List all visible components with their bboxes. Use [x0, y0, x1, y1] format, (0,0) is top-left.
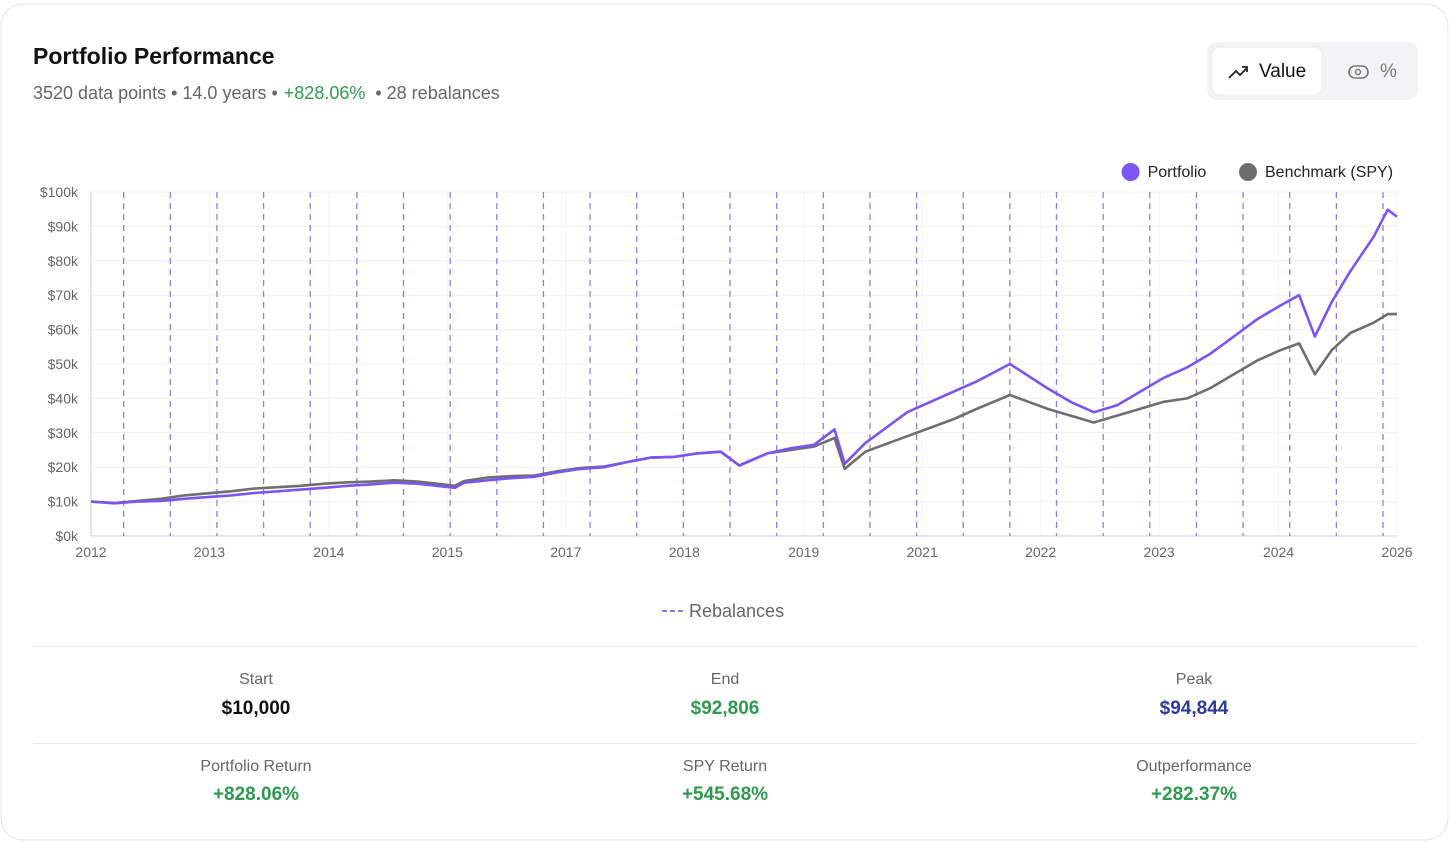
card-title: Portfolio Performance	[33, 43, 275, 69]
x-tick-label: 2019	[788, 544, 819, 560]
legend-dot	[1239, 163, 1257, 181]
x-tick-label: 2017	[550, 544, 581, 560]
x-tick-label: 2013	[194, 544, 225, 560]
y-tick-label: $30k	[48, 425, 79, 441]
x-tick-label: 2023	[1144, 544, 1175, 560]
stat-label: Start	[239, 671, 273, 688]
stat-value: +545.68%	[682, 784, 768, 805]
toggle-value-label[interactable]: Value	[1259, 61, 1306, 82]
x-tick-label: 2021	[907, 544, 938, 560]
x-tick-label: 2014	[313, 544, 344, 560]
x-tick-label: 2012	[75, 544, 106, 560]
y-tick-label: $10k	[48, 494, 79, 510]
toggle-value[interactable]: Value	[1211, 46, 1323, 96]
toggle-percent-label[interactable]: %	[1380, 61, 1397, 82]
y-tick-label: $70k	[48, 287, 79, 303]
trend-icon	[1228, 66, 1248, 79]
x-tick-label: 2015	[432, 544, 463, 560]
stat-value: +828.06%	[213, 784, 299, 805]
stat-label: Outperformance	[1136, 758, 1252, 775]
subtitle-info: 3520 data points • 14.0 years •	[33, 83, 278, 103]
y-tick-label: $50k	[48, 356, 79, 372]
legend-label: Portfolio	[1148, 164, 1207, 181]
legend-label: Benchmark (SPY)	[1265, 164, 1393, 181]
card-subtitle: 3520 data points • 14.0 years • +828.06% •…	[33, 83, 500, 103]
stat-value: $92,806	[691, 698, 760, 719]
y-tick-label: $100k	[40, 184, 79, 200]
subtitle-return: +828.06%	[284, 83, 366, 103]
toggle-percent[interactable]: %	[1348, 61, 1397, 82]
x-tick-label: 2026	[1381, 544, 1412, 560]
stat-value: $94,844	[1160, 698, 1229, 719]
rebalance-legend-label: Rebalances	[689, 601, 784, 621]
subtitle-rebalances: • 28 rebalances	[375, 83, 499, 103]
stats: Start $10,000 End $92,806 Peak $94,844 Portfol…	[200, 671, 1251, 805]
x-tick-label: 2022	[1025, 544, 1056, 560]
card-border	[0, 3, 1449, 841]
x-tick-label: 2024	[1263, 544, 1294, 560]
toggle-value-bg[interactable]	[1211, 46, 1323, 96]
y-tick-label: $60k	[48, 322, 79, 338]
y-tick-label: $90k	[48, 218, 79, 234]
legend-dot	[1121, 163, 1140, 181]
stat-label: SPY Return	[683, 758, 767, 775]
stat-label: Portfolio Return	[200, 758, 311, 775]
x-tick-label: 2018	[669, 544, 700, 560]
stat-value: $10,000	[222, 698, 291, 719]
series-line	[90, 208, 1398, 505]
y-tick-label: $80k	[48, 253, 79, 269]
stat-value: +282.37%	[1151, 784, 1237, 805]
y-tick-label: $0k	[55, 528, 79, 544]
toggle-icon	[1348, 65, 1369, 79]
chart: $0k $10k $20k $30k $40k $50k $60k $70k $80k $90k $…	[40, 163, 1413, 621]
toggle-icon-dot	[1354, 68, 1362, 76]
stat-label: Peak	[1176, 671, 1213, 688]
y-tick-label: $40k	[48, 390, 79, 406]
stat-label: End	[711, 671, 739, 688]
y-tick-label: $20k	[48, 459, 79, 475]
